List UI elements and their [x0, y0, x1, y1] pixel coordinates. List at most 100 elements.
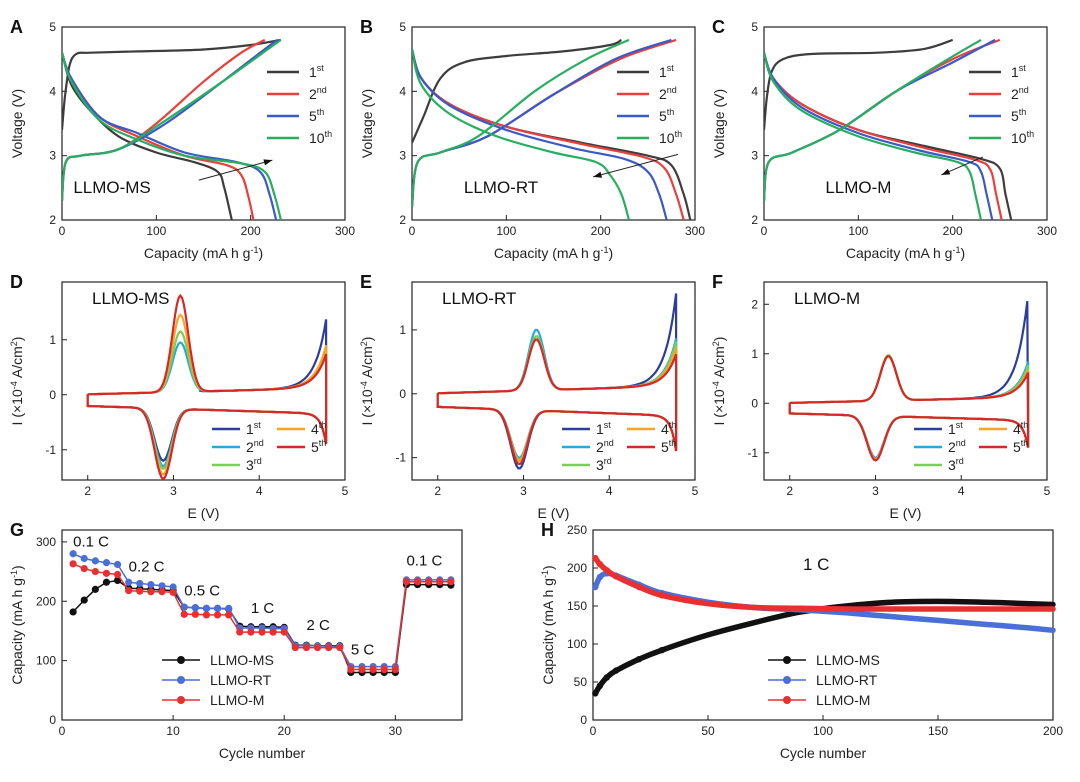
x-tick-label: 300 — [1037, 224, 1057, 238]
data-point — [592, 583, 599, 591]
data-point — [202, 611, 211, 619]
panel-e: 2 3 4 5 -1 0 1 E LLMO-RT E (V) I (×10-4 A/cm2) 1st2… — [359, 272, 699, 521]
cv-cycle-line — [436, 335, 678, 461]
data-point — [102, 559, 111, 567]
y-tick-label: 1 — [751, 347, 758, 361]
y-tick-label: 0 — [751, 396, 758, 410]
data-point — [69, 608, 77, 616]
panel-letter: D — [10, 272, 23, 292]
legend-marker — [177, 696, 185, 704]
y-tick-label: 0 — [49, 713, 56, 727]
x-tick-label: 0 — [761, 224, 768, 238]
y-axis-label: Capacity (mA h g-1) — [9, 565, 25, 684]
y-tick-label: 5 — [751, 20, 758, 34]
legend-marker — [783, 676, 791, 684]
data-point — [612, 573, 620, 580]
data-point — [413, 578, 422, 586]
sample-label: LLMO-M — [794, 289, 860, 308]
panel-h: 0 50 100 150 200 0 50 100 150 200 250 H Cycle number… — [540, 520, 1063, 761]
data-point — [147, 588, 155, 596]
data-point — [91, 557, 99, 565]
sample-label: LLMO-MS — [73, 178, 150, 197]
x-axis-label: E (V) — [538, 505, 570, 521]
data-point — [125, 586, 133, 595]
x-axis-label: Capacity (mA h g-1) — [144, 245, 263, 261]
data-point — [191, 604, 199, 612]
data-point — [596, 561, 604, 568]
x-tick-label: 10 — [166, 724, 180, 738]
legend-label: 3rd — [596, 456, 612, 473]
data-point — [596, 682, 604, 689]
data-point — [136, 579, 144, 588]
data-point — [280, 628, 288, 636]
data-point — [447, 578, 455, 586]
x-tick-label: 3 — [520, 484, 527, 498]
y-tick-label: 2 — [399, 213, 406, 227]
series-line — [412, 38, 622, 144]
x-tick-label: 20 — [278, 724, 292, 738]
data-point — [80, 564, 88, 573]
y-tick-label: -1 — [747, 446, 758, 460]
data-point — [113, 570, 122, 579]
series-line — [412, 49, 668, 220]
y-tick-label: 3 — [751, 149, 758, 163]
data-point — [180, 610, 188, 618]
y-tick-label: 250 — [567, 523, 587, 537]
panel-letter: E — [360, 272, 372, 292]
legend-label: 2nd — [246, 438, 264, 455]
cv-cycle-line — [788, 355, 1030, 462]
data-point — [213, 604, 222, 612]
data-point — [80, 554, 88, 563]
y-tick-label: 200 — [567, 561, 587, 575]
legend-label: 10th — [1011, 129, 1034, 146]
data-point — [136, 587, 144, 595]
y-tick-label: 2 — [751, 297, 758, 311]
data-point — [658, 646, 666, 654]
x-tick-label: 5 — [1044, 484, 1051, 498]
x-tick-label: 50 — [701, 724, 715, 738]
legend-label: 4th — [661, 420, 676, 437]
legend-label: 4th — [311, 420, 326, 437]
data-point — [102, 578, 111, 586]
data-point — [113, 576, 122, 585]
legend-label: 2nd — [596, 438, 614, 455]
x-tick-label: 0 — [59, 224, 66, 238]
y-tick-label: 1 — [49, 333, 56, 347]
x-tick-label: 200 — [591, 224, 611, 238]
series-group — [62, 38, 282, 220]
data-point — [336, 643, 344, 652]
data-point — [80, 596, 88, 604]
sample-label: LLMO-MS — [92, 289, 169, 308]
y-axis-label: Capacity (mA h g-1) — [540, 565, 556, 684]
data-point — [202, 604, 211, 612]
y-tick-label: 3 — [399, 149, 406, 163]
data-point — [380, 665, 388, 674]
legend-label: 5th — [659, 107, 674, 124]
rate-label: 0.1 C — [406, 553, 442, 570]
data-point — [69, 550, 77, 558]
y-axis-label: Voltage (V) — [711, 89, 727, 158]
panel-b: 0 100 200 300 2 3 4 5 B Capacity (mA h g-1) Voltag… — [359, 17, 705, 261]
x-tick-label: 100 — [813, 724, 833, 738]
data-point — [125, 578, 133, 586]
x-tick-label: 300 — [335, 224, 355, 238]
x-axis-label: Capacity (mA h g-1) — [846, 245, 965, 261]
cv-cycle-line — [86, 293, 328, 480]
cv-cycle-line — [436, 328, 678, 459]
data-point — [313, 643, 322, 652]
series-group — [86, 293, 328, 480]
x-tick-label: 4 — [256, 484, 263, 498]
x-tick-label: 200 — [943, 224, 963, 238]
y-tick-label: 300 — [36, 535, 56, 549]
legend-label: 4th — [1013, 420, 1028, 437]
data-point — [402, 578, 411, 586]
cv-cycle-line — [436, 338, 678, 465]
legend-label: 5th — [309, 107, 324, 124]
x-tick-label: 3 — [872, 484, 879, 498]
rate-label: 0.5 C — [184, 582, 220, 599]
panel-a: 0 100 200 300 2 3 4 5 A Capacity (mA h g-1) Voltag… — [9, 17, 355, 261]
x-axis-label: Capacity (mA h g-1) — [494, 245, 613, 261]
series-line — [62, 52, 282, 220]
panel-letter: H — [541, 520, 554, 540]
data-point — [225, 604, 233, 612]
